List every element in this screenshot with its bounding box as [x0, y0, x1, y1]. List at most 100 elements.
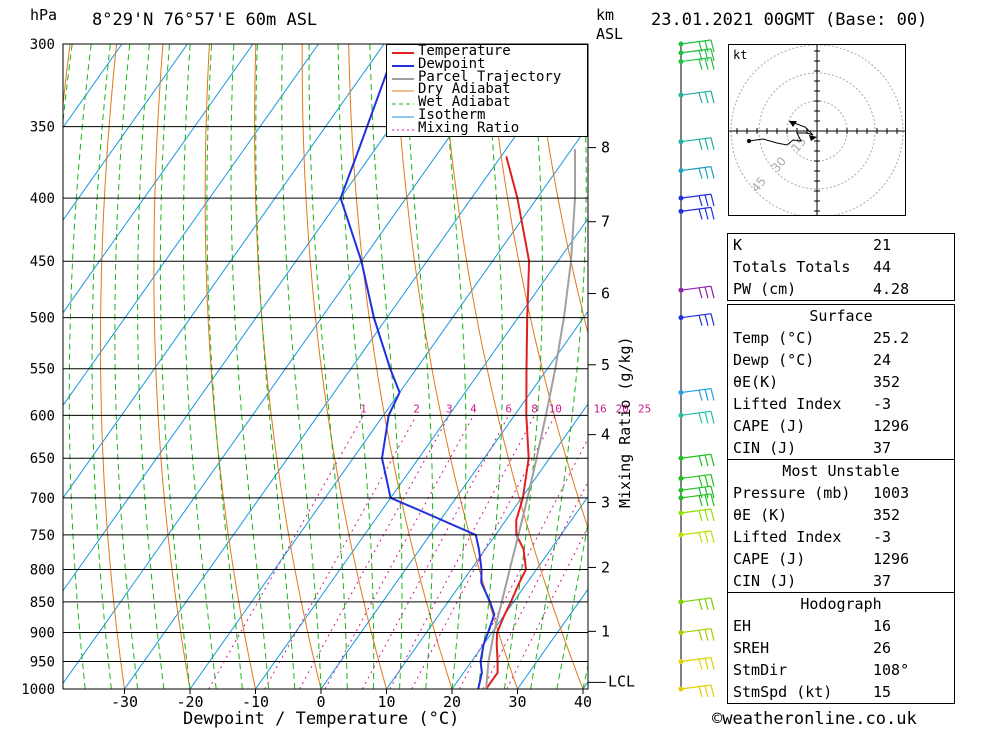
surface-key: Temp (°C) — [733, 329, 815, 347]
hodograph-value: 15 — [873, 683, 892, 701]
wind-barb-shaft — [680, 90, 712, 96]
legend-item: Dry Adiabat — [387, 82, 587, 97]
most-unstable-key: θE (K) — [733, 506, 788, 524]
most-unstable-table: Most Unstable Pressure (mb) 1003 θE (K) 352… — [727, 459, 955, 593]
mixing-ratio-line — [208, 415, 364, 689]
km-tick-label: 2 — [601, 558, 610, 576]
mixing-ratio-line — [361, 415, 510, 689]
x-axis-label: Dewpoint / Temperature (°C) — [183, 709, 460, 729]
lcl-label: LCL — [608, 672, 635, 690]
mixing-ratio-line — [299, 415, 450, 689]
surface-value: 25.2 — [873, 329, 910, 347]
wind-barb-shaft — [680, 137, 712, 143]
wet-adiabat-line — [404, 44, 434, 689]
wind-barb-feather — [704, 475, 709, 487]
hodograph-ring-label: 45 — [749, 174, 770, 195]
surface-row: Temp (°C) 25.2 — [728, 327, 954, 349]
legend-item: Wet Adiabat — [387, 95, 587, 110]
index-key: K — [733, 236, 743, 254]
wind-barb-feather — [704, 509, 709, 522]
surface-value: 24 — [873, 351, 892, 369]
asl-axis-unit: ASL — [596, 25, 624, 43]
wind-barb-feather — [710, 388, 715, 401]
wind-barb-feather — [704, 454, 709, 467]
most-unstable-row: Lifted Index -3 — [728, 526, 954, 548]
index-value: 21 — [873, 236, 892, 254]
wind-barb-feather — [698, 475, 703, 487]
hodograph-row: StmSpd (kt) 15 — [728, 681, 954, 703]
dry-adiabat-line — [487, 44, 588, 530]
location-label: 8°29'N 76°57'E 60m ASL — [92, 10, 318, 30]
wind-barb-shaft — [680, 387, 712, 394]
hodograph-row: EH 16 — [728, 615, 954, 637]
wet-adiabat-line — [477, 44, 503, 689]
index-key: PW (cm) — [733, 280, 797, 298]
wind-barb-feather — [710, 137, 715, 150]
wind-barb-feather — [704, 40, 709, 53]
pressure-tick-label: 550 — [30, 362, 55, 378]
wind-barb-feather — [710, 193, 715, 207]
wind-barb-shaft — [680, 493, 712, 499]
wind-barb-feather — [698, 92, 703, 104]
index-value: 44 — [873, 258, 892, 276]
km-tick-label: 7 — [601, 213, 610, 231]
surface-title: Surface — [809, 307, 873, 325]
hodograph-storm-arrow — [809, 135, 817, 141]
wet-adiabat-line — [68, 44, 92, 689]
hpa-axis-unit: hPa — [30, 6, 58, 24]
isotherm-line — [124, 44, 581, 689]
temperature-tick-label: -30 — [111, 693, 138, 711]
wind-barb-feather — [704, 207, 709, 220]
surface-row: θE(K) 352 — [728, 371, 954, 393]
km-tick-label: 8 — [601, 139, 610, 157]
wind-barb-feather — [710, 411, 715, 424]
wind-barb-feather — [698, 195, 703, 207]
wind-barb-feather — [704, 531, 709, 544]
wet-adiabat-line — [308, 44, 348, 689]
wind-barb-feather — [710, 508, 715, 522]
wind-barb-shaft — [680, 206, 712, 212]
hodograph-value: 26 — [873, 639, 892, 657]
wind-barb-feather — [710, 657, 715, 670]
surface-key: θE(K) — [733, 373, 779, 391]
isotherm-line — [451, 495, 588, 689]
mixing-ratio-axis-label: Mixing Ratio (g/kg) — [616, 336, 634, 508]
most-unstable-row: Pressure (mb) 1003 — [728, 482, 954, 504]
isotherm-line — [386, 403, 588, 689]
wind-barb-feather — [698, 41, 703, 53]
surface-value: 1296 — [873, 417, 910, 435]
hodograph-key: SREH — [733, 639, 770, 657]
surface-table: Surface Temp (°C) 25.2 Dewp (°C) 24 θE(K) 352… — [727, 304, 955, 460]
dry-adiabat-line — [204, 44, 256, 689]
mixing-ratio-label: 4 — [470, 402, 477, 415]
legend-item: Isotherm — [387, 108, 587, 123]
wind-barb-feather — [698, 455, 703, 467]
indices-table: K 21 Totals Totals 44 PW (cm) 4.28 — [727, 233, 955, 301]
wind-barb-feather — [698, 599, 703, 611]
dry-adiabat-line — [153, 44, 191, 689]
dry-adiabat-line — [992, 26, 1000, 689]
wind-barb-feather — [698, 315, 703, 326]
pressure-tick-label: 900 — [30, 626, 55, 642]
wind-barb-feather — [704, 494, 709, 507]
wind-barb-feather — [698, 208, 703, 220]
wet-adiabat-line — [230, 44, 270, 689]
date-label: 23.01.2021 00GMT (Base: 00) — [651, 10, 928, 30]
pressure-tick-label: 850 — [30, 595, 55, 611]
wind-barb-feather — [710, 90, 715, 104]
wind-barb-shaft — [680, 166, 712, 172]
wet-adiabat-line — [281, 44, 322, 689]
wet-adiabat-line — [206, 44, 243, 689]
wind-barb-shaft — [680, 473, 712, 480]
most-unstable-row: θE (K) 352 — [728, 504, 954, 526]
pressure-tick-label: 600 — [30, 408, 55, 424]
hodograph-unit: kt — [733, 48, 748, 62]
mixing-ratio-label: 8 — [531, 402, 538, 415]
legend-item: Mixing Ratio — [387, 120, 587, 136]
wind-barb-feather — [704, 658, 709, 670]
wind-barb-feather — [710, 207, 715, 220]
wind-barb-feather — [710, 493, 715, 507]
wind-barb-feather — [698, 389, 703, 401]
wind-barb-feather — [710, 486, 715, 499]
wind-barb-feather — [698, 50, 703, 62]
